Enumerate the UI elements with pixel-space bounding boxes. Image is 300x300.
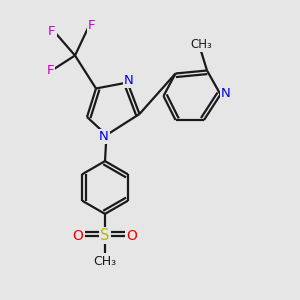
Text: O: O bbox=[127, 229, 137, 242]
Text: N: N bbox=[99, 130, 109, 143]
Text: CH₃: CH₃ bbox=[93, 255, 117, 268]
Text: S: S bbox=[100, 228, 110, 243]
Text: N: N bbox=[124, 74, 134, 87]
Text: F: F bbox=[48, 25, 56, 38]
Text: F: F bbox=[88, 19, 95, 32]
Text: F: F bbox=[47, 64, 54, 77]
Text: N: N bbox=[221, 86, 231, 100]
Text: O: O bbox=[73, 229, 83, 242]
Text: CH₃: CH₃ bbox=[190, 38, 212, 51]
